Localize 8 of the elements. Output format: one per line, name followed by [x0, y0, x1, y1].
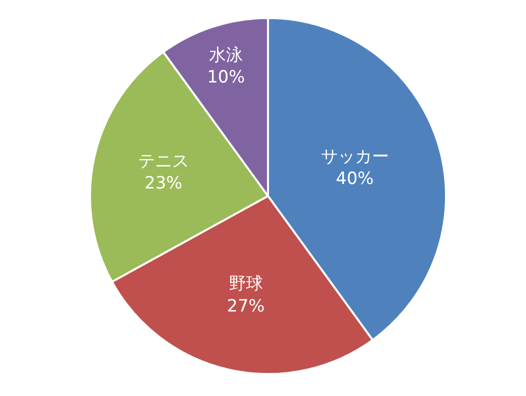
- data-label: 27%: [226, 296, 265, 316]
- data-label: 23%: [144, 174, 182, 194]
- slice-label: 野球: [228, 274, 263, 294]
- slice-label: テニス: [138, 152, 189, 172]
- data-label: 10%: [207, 68, 245, 88]
- data-label: 40%: [336, 168, 374, 189]
- slice-label: 水泳: [208, 46, 243, 66]
- slice-label: サッカー: [320, 146, 389, 167]
